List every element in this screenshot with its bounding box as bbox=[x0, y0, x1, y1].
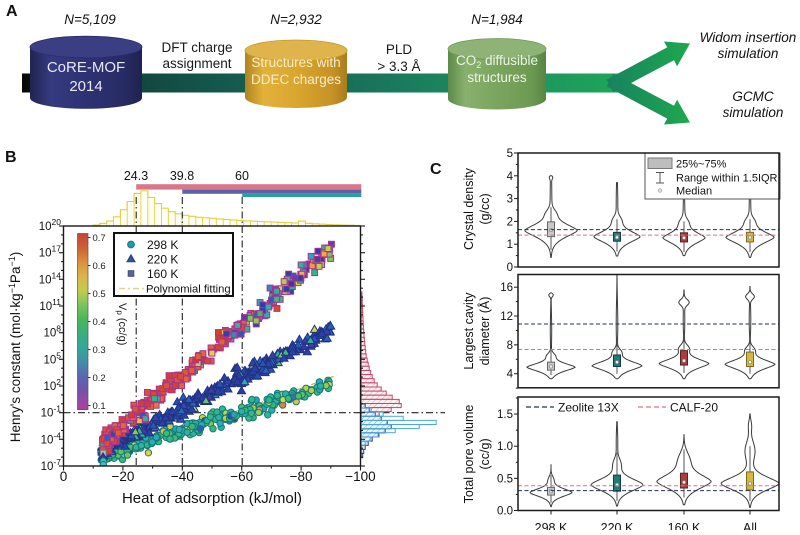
svg-text:simulation: simulation bbox=[723, 105, 784, 120]
svg-text:(cc/g): (cc/g) bbox=[478, 438, 492, 469]
svg-text:simulation: simulation bbox=[718, 46, 779, 61]
svg-text:0.0: 0.0 bbox=[497, 506, 513, 518]
svg-text:B: B bbox=[5, 149, 17, 166]
svg-text:4: 4 bbox=[507, 369, 514, 381]
svg-text:Range within 1.5IQR: Range within 1.5IQR bbox=[676, 173, 778, 185]
svg-text:3: 3 bbox=[507, 194, 513, 206]
svg-text:Heat of adsorption (kJ/mol): Heat of adsorption (kJ/mol) bbox=[122, 490, 302, 507]
svg-text:8: 8 bbox=[507, 340, 513, 352]
svg-text:−20: −20 bbox=[111, 469, 134, 484]
svg-text:DDEC charges: DDEC charges bbox=[251, 72, 341, 87]
svg-text:Largest cavity: Largest cavity bbox=[462, 292, 476, 370]
svg-text:60: 60 bbox=[235, 169, 249, 183]
svg-text:1.0: 1.0 bbox=[497, 441, 513, 453]
svg-text:DFT charge: DFT charge bbox=[161, 40, 232, 55]
svg-text:N=5,109: N=5,109 bbox=[64, 12, 116, 27]
svg-text:Crystal density: Crystal density bbox=[462, 167, 476, 250]
svg-text:−60: −60 bbox=[230, 469, 253, 484]
svg-text:GCMC: GCMC bbox=[732, 89, 773, 104]
svg-text:25%~75%: 25%~75% bbox=[676, 159, 727, 171]
svg-text:0: 0 bbox=[60, 469, 68, 484]
svg-text:12: 12 bbox=[500, 311, 513, 323]
svg-text:2: 2 bbox=[507, 216, 513, 228]
svg-text:CoRE-MOF: CoRE-MOF bbox=[47, 59, 125, 76]
svg-text:structures: structures bbox=[467, 70, 527, 85]
svg-text:N=1,984: N=1,984 bbox=[471, 12, 522, 27]
svg-text:Total pore volume: Total pore volume bbox=[462, 405, 476, 504]
svg-text:CO2 diffusible: CO2 diffusible bbox=[456, 53, 538, 70]
svg-text:> 3.3 Å: > 3.3 Å bbox=[377, 59, 420, 74]
svg-text:220 K: 220 K bbox=[147, 253, 178, 267]
svg-text:16: 16 bbox=[500, 282, 513, 294]
svg-text:160 K: 160 K bbox=[147, 267, 178, 281]
svg-text:Henry's constant (mol·kg−1Pa−1: Henry's constant (mol·kg−1Pa−1) bbox=[7, 252, 23, 442]
svg-text:5: 5 bbox=[507, 148, 513, 160]
svg-text:298 K: 298 K bbox=[535, 521, 568, 530]
svg-text:Polynomial fitting: Polynomial fitting bbox=[146, 284, 231, 296]
svg-text:Vp (cc/g): Vp (cc/g) bbox=[115, 303, 128, 345]
svg-text:Zeolite 13X: Zeolite 13X bbox=[558, 401, 619, 415]
svg-text:Widom insertion: Widom insertion bbox=[700, 30, 797, 45]
svg-text:160 K: 160 K bbox=[668, 521, 701, 530]
svg-text:C: C bbox=[430, 161, 442, 178]
svg-text:Structures with: Structures with bbox=[251, 55, 340, 70]
svg-text:assignment: assignment bbox=[162, 56, 231, 71]
svg-text:4: 4 bbox=[507, 171, 514, 183]
svg-text:2014: 2014 bbox=[69, 78, 102, 95]
svg-text:1.5: 1.5 bbox=[497, 409, 513, 421]
svg-text:0.2: 0.2 bbox=[93, 373, 106, 384]
svg-text:N=2,932: N=2,932 bbox=[270, 12, 322, 27]
svg-text:0: 0 bbox=[507, 262, 513, 274]
svg-text:24.3: 24.3 bbox=[124, 169, 148, 183]
svg-text:298 K: 298 K bbox=[147, 238, 178, 252]
svg-text:1: 1 bbox=[507, 239, 513, 251]
svg-text:(g/cc): (g/cc) bbox=[478, 193, 492, 224]
svg-text:0.5: 0.5 bbox=[93, 289, 106, 300]
svg-text:0.5: 0.5 bbox=[497, 473, 513, 485]
svg-text:diameter (Å): diameter (Å) bbox=[477, 297, 492, 366]
svg-text:39.8: 39.8 bbox=[170, 169, 194, 183]
svg-text:0.1: 0.1 bbox=[93, 401, 106, 412]
svg-text:−100: −100 bbox=[345, 469, 375, 484]
svg-text:0.3: 0.3 bbox=[93, 345, 106, 356]
svg-text:A: A bbox=[6, 3, 18, 20]
svg-text:−80: −80 bbox=[290, 469, 313, 484]
svg-text:0.6: 0.6 bbox=[93, 261, 106, 272]
svg-text:−40: −40 bbox=[171, 469, 194, 484]
svg-text:PLD: PLD bbox=[386, 42, 413, 57]
svg-text:CALF-20: CALF-20 bbox=[670, 401, 718, 415]
svg-text:220 K: 220 K bbox=[601, 521, 634, 530]
svg-text:All: All bbox=[743, 521, 757, 530]
svg-text:0.7: 0.7 bbox=[93, 233, 106, 244]
svg-text:Median: Median bbox=[676, 186, 712, 198]
svg-text:0.4: 0.4 bbox=[93, 317, 106, 328]
